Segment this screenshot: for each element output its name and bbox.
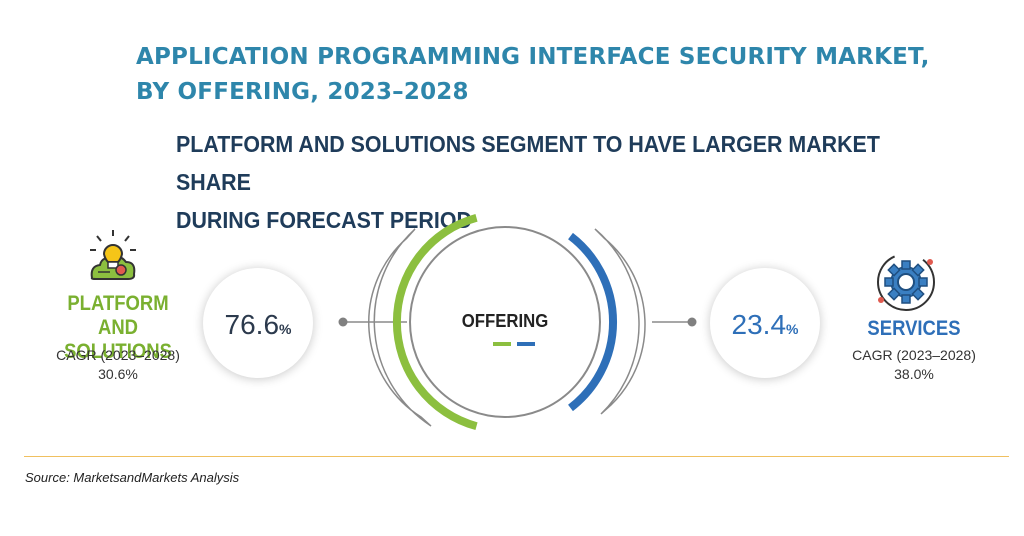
platform-share-unit: % bbox=[279, 321, 292, 337]
services-arc bbox=[568, 232, 617, 412]
subtitle-line-2: DURING FORECAST PERIOD bbox=[176, 207, 472, 233]
right-connector-dot bbox=[687, 317, 697, 327]
platform-cagr: CAGR (2023–2028) 30.6% bbox=[38, 346, 198, 384]
services-share-unit: % bbox=[786, 321, 799, 337]
subtitle-line-1: PLATFORM AND SOLUTIONS SEGMENT TO HAVE L… bbox=[176, 131, 880, 195]
source-note: Source: MarketsandMarkets Analysis bbox=[25, 470, 240, 485]
platform-cagr-value: 30.6% bbox=[98, 366, 138, 382]
right-bracket-outline bbox=[594, 228, 646, 415]
services-cagr: CAGR (2023–2028) 38.0% bbox=[834, 346, 994, 384]
services-share-number: 23.4 bbox=[731, 309, 787, 340]
platform-share-number: 76.6 bbox=[224, 309, 280, 340]
platform-value-circle bbox=[203, 268, 313, 378]
title-line-1: APPLICATION PROGRAMMING INTERFACE SECURI… bbox=[136, 44, 930, 70]
services-share-value: 23.4% bbox=[700, 309, 830, 341]
services-cagr-label: CAGR (2023–2028) bbox=[852, 347, 976, 363]
services-label: SERVICES bbox=[844, 317, 985, 341]
services-value-circle bbox=[710, 268, 820, 378]
left-connector-dot bbox=[338, 317, 348, 327]
footer-rule bbox=[24, 456, 1009, 457]
services-cagr-value: 38.0% bbox=[894, 366, 934, 382]
platform-label-line-1: PLATFORM bbox=[67, 292, 169, 315]
lightbulb-cloud-icon bbox=[90, 230, 136, 280]
services-label-line-1: SERVICES bbox=[867, 317, 961, 340]
platform-share-value: 76.6% bbox=[193, 309, 323, 341]
platform-label-line-2: AND SOLUTIONS bbox=[64, 316, 172, 363]
gear-icon bbox=[877, 253, 935, 311]
chart-title: APPLICATION PROGRAMMING INTERFACE SECURI… bbox=[136, 40, 996, 110]
chart-subtitle: PLATFORM AND SOLUTIONS SEGMENT TO HAVE L… bbox=[176, 125, 920, 239]
center-ring bbox=[409, 226, 601, 418]
platform-label: PLATFORM AND SOLUTIONS bbox=[48, 292, 189, 364]
center-label: OFFERING bbox=[461, 311, 549, 331]
platform-arc bbox=[392, 213, 478, 431]
platform-cagr-label: CAGR (2023–2028) bbox=[56, 347, 180, 363]
title-line-2: BY OFFERING, 2023–2028 bbox=[136, 79, 469, 105]
left-bracket-outline bbox=[368, 228, 432, 427]
